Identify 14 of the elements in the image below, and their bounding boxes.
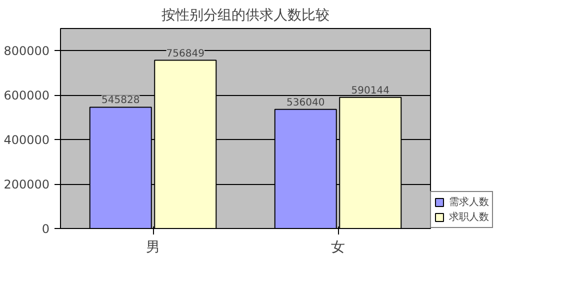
x-tick-label: 男 [146, 240, 160, 256]
y-tick-label: 400000 [4, 133, 50, 148]
data-label: 536040 [286, 97, 325, 108]
data-label: 545828 [102, 95, 140, 106]
chart-title: 按性别分组的供求人数比较 [162, 8, 330, 24]
y-tick-label: 0 [42, 222, 50, 236]
y-tick-label: 800000 [4, 44, 50, 58]
x-tick-label: 女 [331, 240, 345, 256]
legend-label: 求职人数 [449, 210, 489, 224]
data-label: 756849 [166, 48, 204, 60]
data-label: 590144 [351, 85, 390, 96]
legend-label: 需求人数 [449, 196, 489, 209]
y-tick-label: 200000 [4, 178, 50, 192]
y-tick-label: 600000 [4, 88, 50, 103]
